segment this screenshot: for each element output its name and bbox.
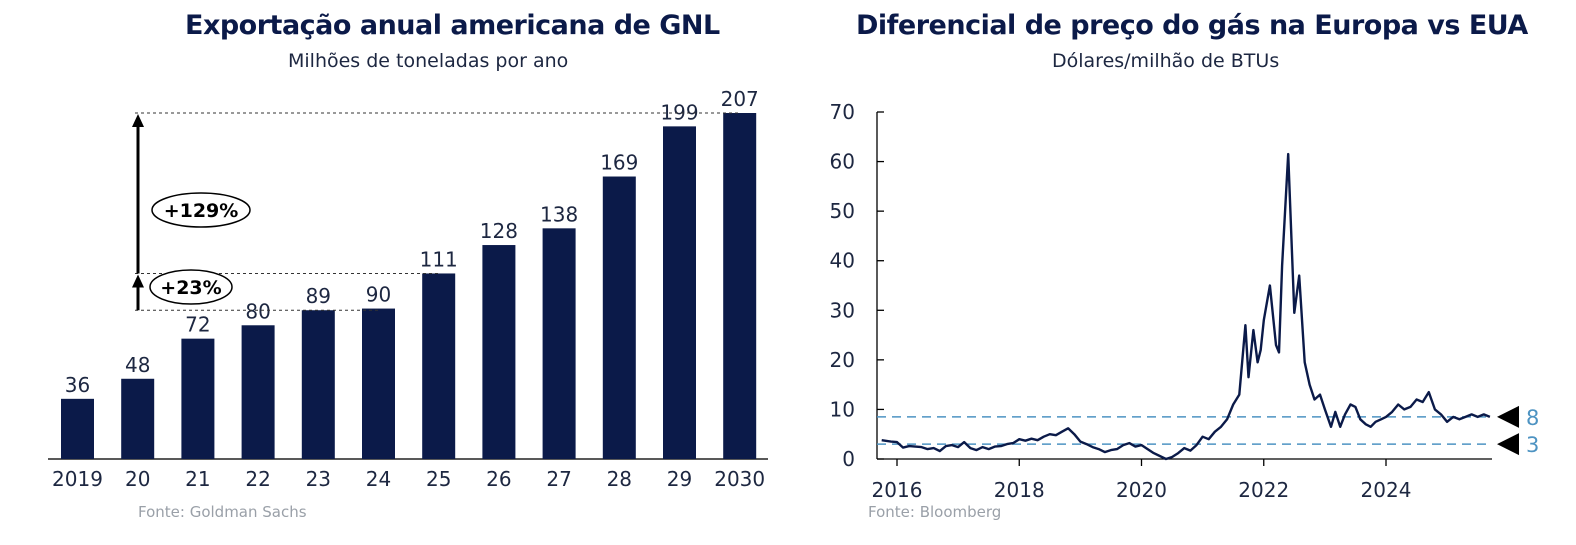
x-tick-label: 22	[245, 467, 270, 491]
y-tick-label: 60	[830, 150, 855, 174]
left-chart-source: Fonte: Goldman Sachs	[138, 503, 307, 521]
x-tick-label: 23	[306, 467, 331, 491]
y-tick-label: 0	[842, 447, 855, 471]
annotation-label: +23%	[160, 277, 221, 299]
bar-value-label: 207	[721, 87, 759, 111]
x-tick-label: 24	[366, 467, 391, 491]
x-tick-label: 25	[426, 467, 451, 491]
x-tick-label: 29	[667, 467, 692, 491]
bar-value-label: 36	[65, 373, 90, 397]
bar	[422, 273, 456, 459]
bar-value-label: 72	[185, 313, 210, 337]
y-tick-label: 10	[830, 397, 855, 421]
bar	[301, 310, 335, 459]
y-tick-label: 30	[830, 298, 855, 322]
x-tick-label: 2024	[1361, 478, 1412, 502]
bar-value-label: 89	[306, 284, 331, 308]
arrow-head	[132, 274, 144, 288]
bar	[121, 378, 155, 459]
bar	[542, 228, 576, 459]
y-tick-label: 70	[830, 100, 855, 124]
bar-value-label: 128	[480, 219, 518, 243]
bar	[61, 398, 94, 459]
x-tick-label: 21	[185, 467, 210, 491]
y-tick-label: 50	[830, 199, 855, 223]
series-line	[881, 152, 1491, 461]
reference-marker	[1497, 433, 1519, 456]
x-tick-label: 2030	[714, 467, 765, 491]
annotation-ellipse	[151, 192, 251, 228]
bar-value-label: 90	[366, 283, 391, 307]
bar	[723, 112, 757, 459]
right-chart-source: Fonte: Bloomberg	[868, 503, 1002, 521]
x-tick-label: 2022	[1238, 478, 1289, 502]
x-tick-label: 27	[546, 467, 571, 491]
x-tick-label: 28	[607, 467, 632, 491]
reference-label: 8	[1526, 406, 1539, 430]
bar-chart: 36 2019 48 20 72 21 80 22 89 23 90 24 111 25 128 26 138 2…	[48, 87, 768, 491]
left-chart-title: Exportação anual americana de GNL	[185, 10, 720, 41]
bar	[241, 325, 275, 459]
bar	[602, 176, 636, 460]
bar	[663, 126, 696, 460]
x-tick-label: 20	[125, 467, 150, 491]
x-tick-label: 26	[486, 467, 511, 491]
bar	[482, 245, 516, 459]
bar-value-label: 138	[540, 202, 578, 226]
reference-label: 3	[1526, 433, 1539, 457]
x-tick-label: 2018	[994, 478, 1045, 502]
right-chart-title: Diferencial de preço do gás na Europa vs…	[856, 10, 1528, 41]
annotation-ellipse	[149, 269, 233, 305]
bar-value-label: 111	[420, 247, 458, 271]
bar-value-label: 169	[600, 151, 638, 175]
x-tick-label: 2020	[1116, 478, 1167, 502]
bar	[181, 338, 215, 459]
bar-value-label: 199	[660, 100, 698, 124]
left-chart-subtitle: Milhões de toneladas por ano	[288, 50, 569, 72]
annotation-label: +129%	[164, 200, 239, 222]
bar-value-label: 80	[245, 299, 270, 323]
bar-value-label: 48	[125, 353, 150, 377]
y-tick-label: 40	[830, 249, 855, 273]
reference-marker	[1497, 405, 1519, 428]
x-tick-label: 2016	[872, 478, 923, 502]
x-tick-label: 2019	[52, 467, 103, 491]
arrow-head	[132, 113, 144, 127]
bar	[362, 308, 395, 459]
right-chart-subtitle: Dólares/milhão de BTUs	[1052, 50, 1280, 72]
y-tick-label: 20	[830, 348, 855, 372]
